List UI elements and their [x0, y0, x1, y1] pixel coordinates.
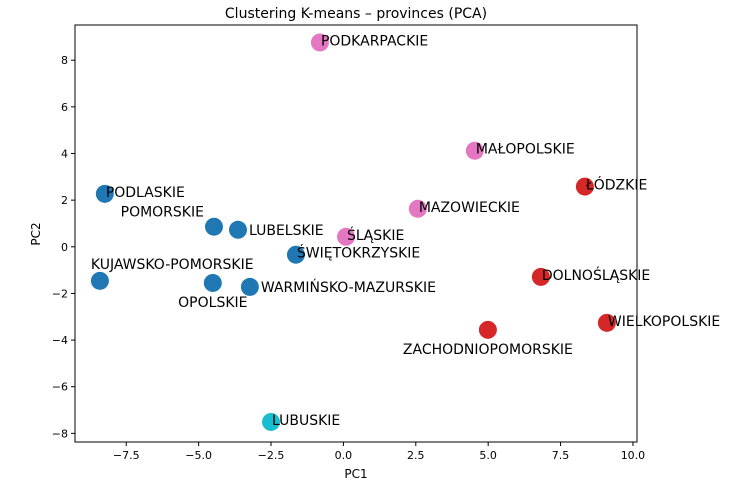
- data-point: [408, 199, 427, 218]
- point-label: WIELKOPOLSKIE: [608, 314, 720, 330]
- data-point: [203, 273, 222, 292]
- data-point: [90, 271, 109, 290]
- data-point: [310, 33, 329, 52]
- data-point: [229, 220, 248, 239]
- y-tick-label: 6: [61, 101, 68, 114]
- data-point: [95, 184, 114, 203]
- data-point: [597, 313, 616, 332]
- y-tick-label: −2: [52, 287, 68, 300]
- data-point: [575, 177, 594, 196]
- y-tick-label: 8: [61, 54, 68, 67]
- x-tick-label: −7.5: [113, 449, 140, 462]
- data-point: [531, 267, 550, 286]
- y-tick-label: −6: [52, 381, 68, 394]
- x-axis-label: PC1: [344, 467, 367, 481]
- point-label: PODLASKIE: [106, 185, 185, 201]
- point-label: ŁÓDZKIE: [585, 176, 647, 194]
- data-point: [478, 320, 497, 339]
- x-tick-label: 0.0: [335, 449, 353, 462]
- data-point: [337, 227, 356, 246]
- data-point: [286, 245, 305, 264]
- point-label: DOLNOŚLĄSKIE: [542, 266, 650, 284]
- point-label: ŚLĄSKIE: [347, 226, 404, 244]
- point-label: ZACHODNIOPOMORSKIE: [403, 342, 573, 358]
- data-point: [204, 217, 223, 236]
- x-tick-label: 5.0: [479, 449, 497, 462]
- y-tick-label: 0: [61, 241, 68, 254]
- y-tick-label: 4: [61, 148, 68, 161]
- point-label: WARMIŃSKO-MAZURSKIE: [261, 278, 436, 296]
- x-tick-label: −5.0: [185, 449, 212, 462]
- chart-title: Clustering K-means – provinces (PCA): [225, 6, 487, 22]
- point-label: PODKARPACKIE: [321, 33, 428, 49]
- x-tick-label: 2.5: [407, 449, 425, 462]
- y-tick-label: −8: [52, 427, 68, 440]
- plot-frame: [74, 24, 638, 443]
- point-label: LUBELSKIE: [249, 223, 324, 239]
- point-label: KUJAWSKO-POMORSKIE: [91, 257, 254, 273]
- data-point: [262, 412, 281, 431]
- y-axis-label: PC2: [29, 222, 43, 245]
- point-label: MAŁOPOLSKIE: [476, 142, 575, 158]
- point-label: LUBUSKIE: [272, 413, 340, 429]
- x-tick-label: 7.5: [552, 449, 570, 462]
- y-tick-label: −4: [52, 334, 68, 347]
- data-point: [240, 277, 259, 296]
- point-label: ŚWIĘTOKRZYSKIE: [297, 244, 420, 262]
- y-tick-label: 2: [61, 194, 68, 207]
- point-label: POMORSKIE: [121, 205, 204, 221]
- point-label: MAZOWIECKIE: [419, 200, 520, 216]
- data-point: [465, 141, 484, 160]
- point-label: OPOLSKIE: [178, 295, 247, 311]
- x-tick-label: −2.5: [258, 449, 285, 462]
- x-tick-label: 10.0: [621, 449, 646, 462]
